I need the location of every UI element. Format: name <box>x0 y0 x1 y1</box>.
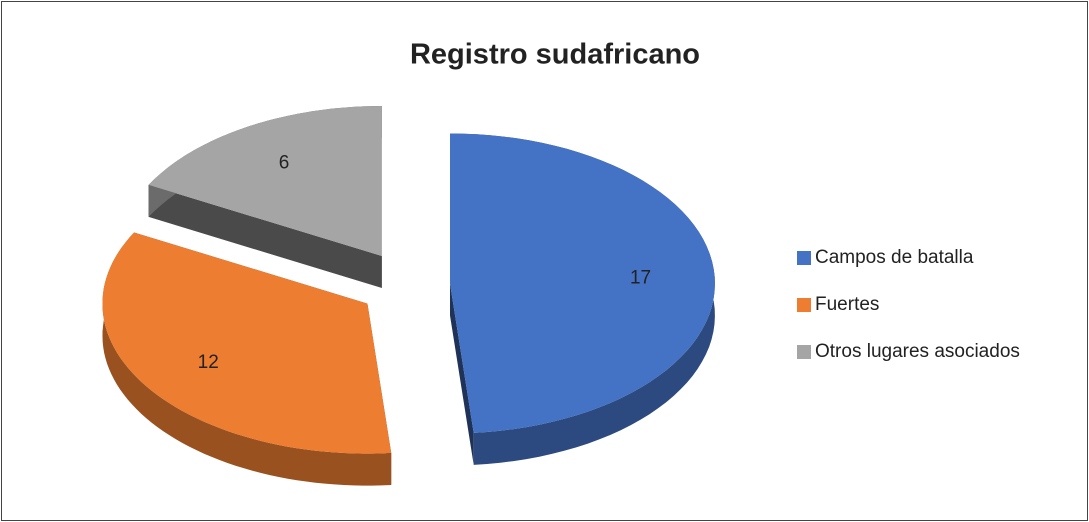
slice-top <box>148 106 382 256</box>
legend-swatch <box>797 345 811 359</box>
slice-cut-face <box>148 184 382 288</box>
legend-label: Campos de batalla <box>815 247 974 268</box>
data-label: 12 <box>198 352 219 373</box>
data-label: 6 <box>279 152 290 173</box>
data-label: 17 <box>630 268 651 289</box>
legend-label: Otros lugares asociados <box>815 341 1020 362</box>
legend-swatch <box>797 251 811 265</box>
chart-title: Registro sudafricano <box>410 39 700 71</box>
legend-swatch <box>797 298 811 312</box>
slice <box>148 106 382 288</box>
slice-cut-face <box>450 283 474 465</box>
slice-side <box>102 232 392 486</box>
slice <box>102 232 392 486</box>
slice-top <box>102 232 392 454</box>
slice <box>450 133 715 465</box>
legend-label: Fuertes <box>815 294 879 315</box>
slice-top <box>450 133 715 433</box>
